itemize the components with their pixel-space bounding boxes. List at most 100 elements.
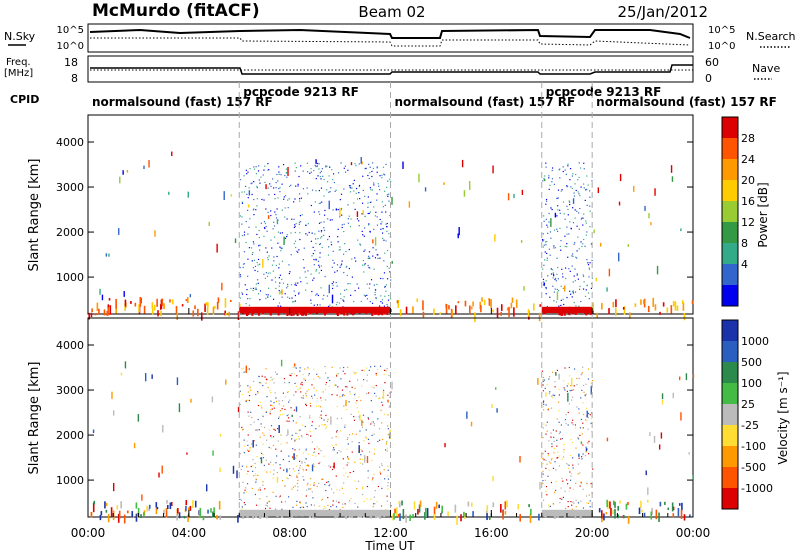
power-speckle-echo [587,184,589,186]
velocity-speckle-echo [335,375,338,377]
power-speckle-echo [366,283,368,285]
power-speckle-echo [346,265,348,268]
power-far-range-echo [356,211,359,217]
velocity-speckle-echo [261,407,263,409]
power-speckle-echo [563,303,565,306]
power-near-range-echo [585,312,588,316]
power-speckle-echo [373,228,375,230]
power-speckle-echo [263,273,265,275]
velocity-speckle-echo [260,382,262,384]
velocity-far-range-echo [151,374,153,379]
power-speckle-echo [551,208,553,211]
velocity-speckle-echo [323,507,325,510]
power-speckle-echo [253,198,255,201]
velocity-speckle-echo [542,384,544,386]
velocity-near-range-echo [463,511,465,517]
power-near-range-echo [151,302,154,309]
power-speckle-echo [549,184,551,186]
velocity-speckle-echo [258,429,260,431]
power-speckle-echo [326,165,328,167]
power-near-range-echo [290,313,293,317]
velocity-near-range-echo [614,508,616,519]
velocity-speckle-echo [581,373,583,375]
power-speckle-echo [299,238,301,241]
power-far-range-echo [143,165,145,170]
power-speckle-echo [570,186,572,188]
velocity-speckle-echo [290,375,292,377]
power-speckle-echo [380,228,382,230]
power-near-range-echo [194,305,196,310]
velocity-near-range-echo [90,511,93,518]
power-speckle-echo [349,226,352,228]
power-speckle-echo [575,173,577,176]
velocity-speckle-echo [291,373,293,375]
power-speckle-echo [353,202,355,204]
velocity-near-range-echo [312,514,315,518]
power-far-range-echo [543,282,545,286]
velocity-near-range-echo [165,508,168,518]
power-speckle-echo [311,255,313,257]
velocity-speckle-echo [587,502,590,504]
velocity-speckle-echo [328,509,331,511]
velocity-far-range-echo [293,453,295,460]
power-speckle-echo [384,285,386,288]
velocity-speckle-echo [325,428,327,430]
power-speckle-echo [375,249,377,251]
velocity-speckle-echo [331,394,333,396]
velocity-speckle-echo [342,506,344,509]
power-speckle-echo [294,170,296,172]
velocity-speckle-echo [266,505,268,507]
power-far-range-echo [523,286,525,291]
power-near-range-echo [457,301,460,304]
power-far-range-echo [617,252,620,262]
velocity-speckle-echo [552,503,554,505]
power-near-range-echo [160,310,162,317]
velocity-near-range-echo [170,501,173,507]
power-near-range-echo [139,296,142,307]
power-speckle-echo [315,259,317,261]
velocity-speckle-echo [284,408,286,411]
velocity-speckle-echo [548,506,550,508]
power-speckle-echo [357,239,359,241]
power-speckle-echo [258,179,260,181]
velocity-colorbar-frame [721,319,739,510]
velocity-speckle-echo [580,418,583,421]
power-speckle-echo [356,283,358,285]
velocity-speckle-echo [358,411,360,413]
power-speckle-echo [274,276,276,279]
velocity-speckle-echo [323,424,325,426]
velocity-speckle-echo [547,453,549,455]
power-speckle-echo [340,263,343,265]
velocity-speckle-echo [563,380,565,382]
power-speckle-echo [577,191,579,193]
velocity-speckle-echo [308,374,310,376]
power-speckle-echo [297,251,299,253]
velocity-speckle-echo [570,473,573,475]
power-speckle-echo [259,182,261,184]
velocity-speckle-echo [242,367,244,369]
velocity-speckle-echo [241,506,243,508]
power-speckle-echo [585,189,587,191]
power-near-range-echo [652,297,655,307]
velocity-near-range-echo [606,499,608,508]
power-near-range-echo [247,312,250,316]
velocity-near-range-echo [678,503,681,506]
velocity-speckle-echo [301,461,303,463]
power-speckle-echo [259,290,262,292]
power-speckle-echo [382,278,384,280]
power-speckle-echo [361,264,364,266]
velocity-near-range-echo [252,515,255,519]
velocity-speckle-echo [270,376,272,378]
velocity-speckle-echo [290,475,292,477]
velocity-speckle-echo [340,430,342,432]
power-near-range-echo [647,305,650,313]
velocity-speckle-echo [380,505,383,507]
velocity-near-range-echo [334,515,337,519]
velocity-speckle-echo [542,379,544,381]
velocity-speckle-echo [559,438,562,440]
power-speckle-echo [318,211,320,213]
power-near-range-echo [538,312,541,322]
velocity-speckle-echo [270,404,272,406]
power-speckle-echo [332,173,335,175]
velocity-speckle-echo [293,373,295,375]
